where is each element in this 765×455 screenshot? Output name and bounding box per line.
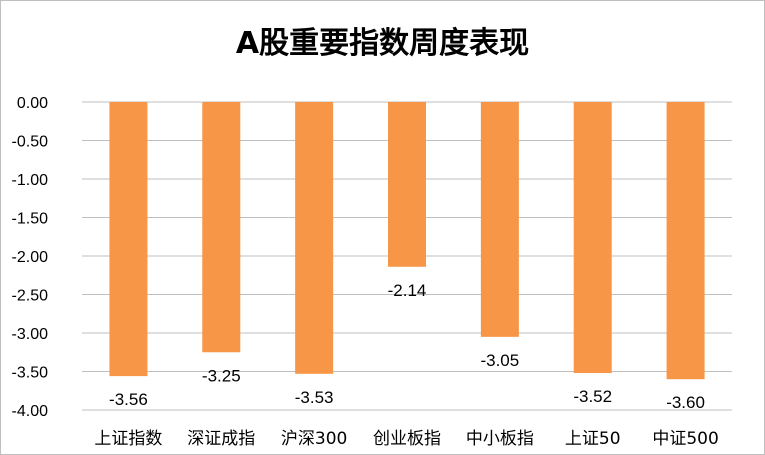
x-category-label: 创业板指 [373, 429, 441, 449]
data-label: -3.52 [573, 387, 612, 406]
x-category-label: 沪深300 [281, 429, 347, 449]
y-tick-label: -3.50 [12, 365, 49, 382]
data-label: -2.14 [388, 281, 427, 300]
bar [295, 102, 334, 374]
data-labels: -3.56 -3.25 -3.53 -2.14 -3.05 -3.52 -3.60 [109, 281, 705, 412]
y-tick-label: -1.00 [12, 172, 49, 189]
x-category-label: 中小板指 [466, 429, 534, 449]
data-label: -3.60 [666, 393, 705, 412]
chart-title: A股重要指数周度表现 [235, 26, 530, 61]
data-label: -3.05 [480, 351, 519, 370]
y-tick-label: -2.50 [12, 288, 49, 305]
x-category-label: 深证成指 [187, 429, 255, 449]
y-tick-label: -4.00 [12, 403, 49, 420]
y-tick-label: -1.50 [12, 211, 49, 228]
x-axis: 上证指数 深证成指 沪深300 创业板指 中小板指 上证50 中证500 [94, 429, 718, 449]
bar [573, 102, 612, 374]
bar-series [109, 102, 705, 380]
y-tick-label: 0.00 [17, 95, 48, 112]
x-category-label: 中证500 [652, 429, 718, 449]
x-category-label: 上证指数 [94, 429, 162, 449]
data-label: -3.25 [202, 366, 241, 385]
x-category-label: 上证50 [565, 429, 621, 449]
data-label: -3.56 [109, 390, 148, 409]
bar [388, 102, 426, 267]
y-tick-label: -3.00 [12, 326, 49, 343]
bar [202, 102, 241, 353]
y-tick-label: -2.00 [12, 249, 49, 266]
bar [109, 102, 148, 377]
bar [666, 102, 705, 380]
y-tick-label: -0.50 [12, 134, 49, 151]
bar [480, 102, 519, 337]
y-axis: 0.00 -0.50 -1.00 -1.50 -2.00 -2.50 -3.00 -3.50 -… [12, 95, 49, 420]
data-label: -3.53 [295, 388, 334, 407]
